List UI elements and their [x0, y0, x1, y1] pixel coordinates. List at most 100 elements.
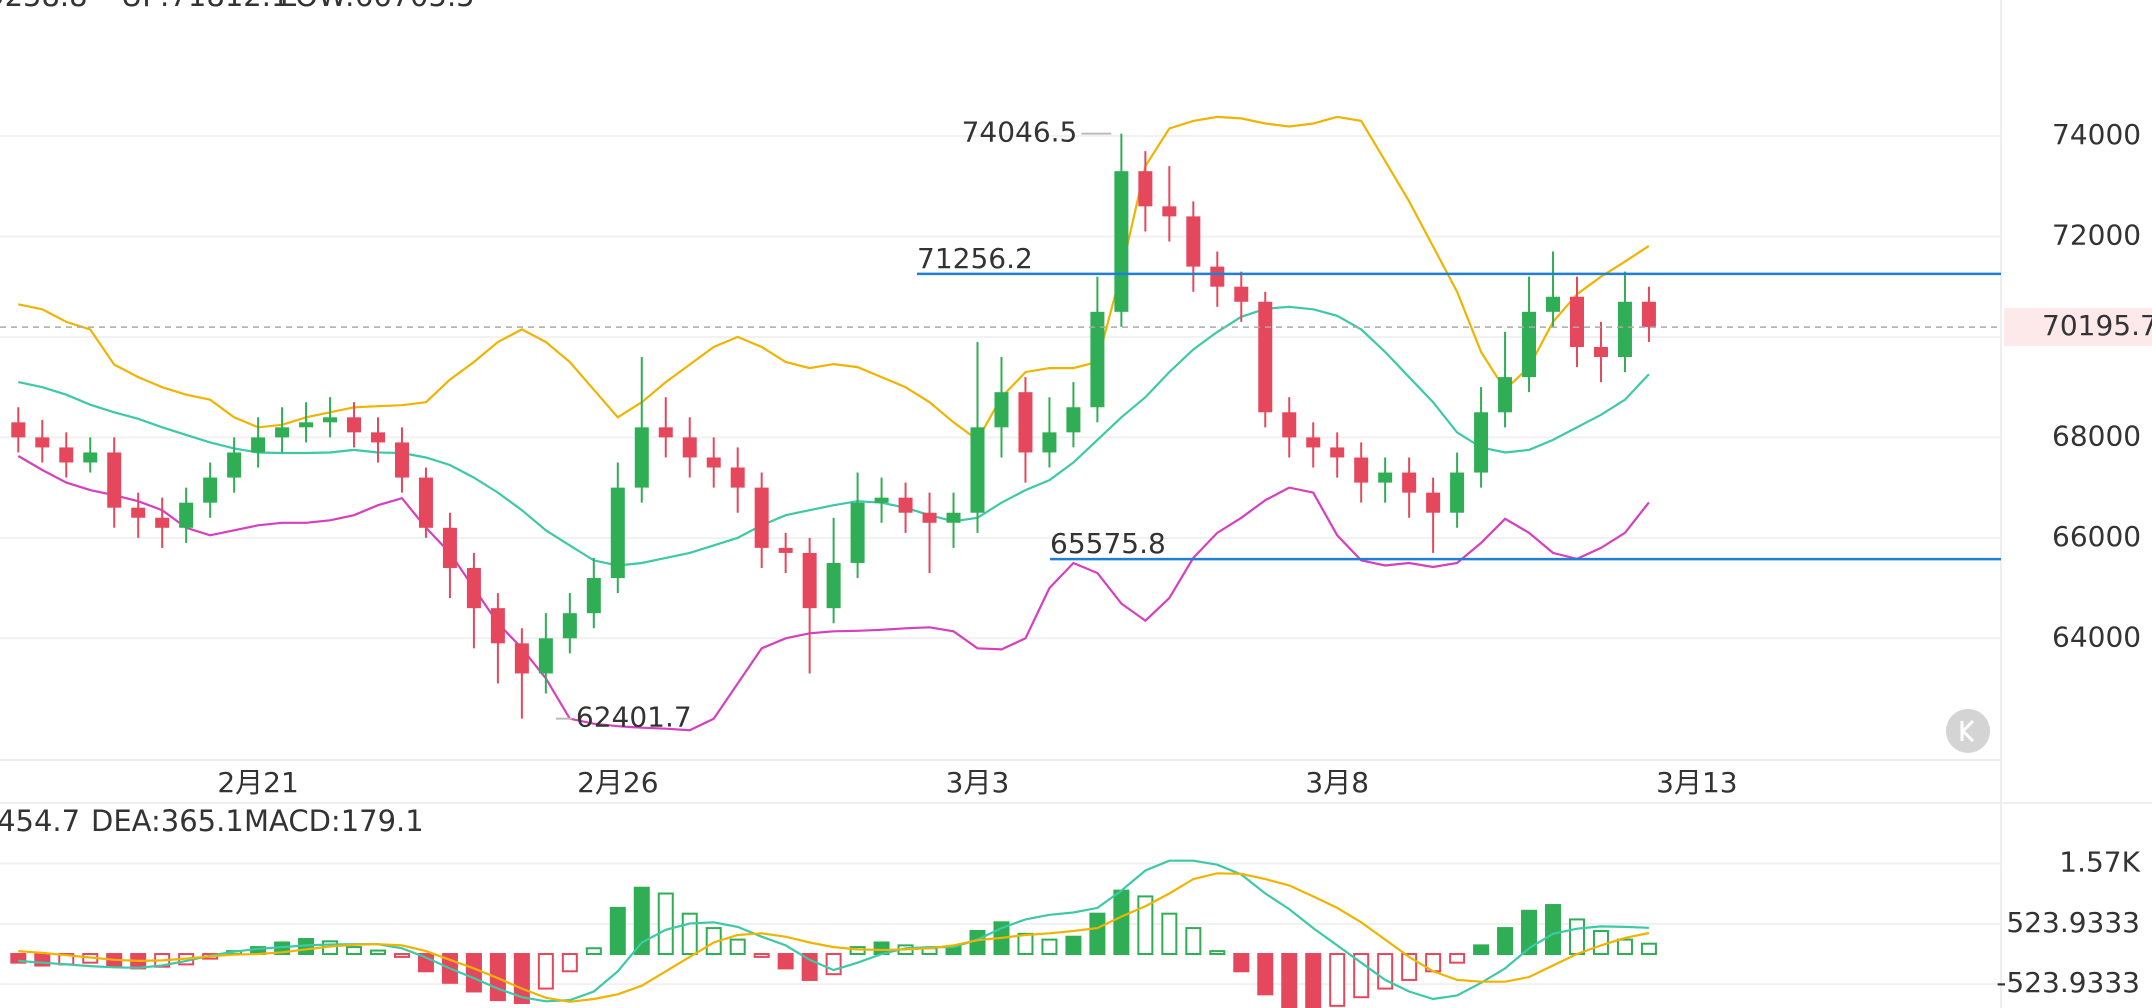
candle-body [371, 432, 385, 443]
candle [347, 402, 362, 448]
candle-body [562, 613, 577, 639]
candle-body [1450, 472, 1465, 513]
macd-bar [1017, 932, 1034, 956]
candle [1641, 286, 1656, 342]
candle [1162, 166, 1177, 242]
macd-bar [681, 912, 698, 956]
legend-item: MID:69258.8 [0, 0, 88, 13]
candle-body [442, 527, 457, 568]
y-tick-label: 64000 [2052, 620, 2141, 653]
candle [586, 557, 601, 629]
candle [898, 482, 913, 533]
candle-body [299, 422, 314, 428]
candle [538, 613, 553, 694]
y-tick-label: 72000 [2052, 218, 2141, 251]
candle [251, 417, 266, 468]
candle [1498, 331, 1513, 428]
x-tick-label: 2月26 [577, 766, 658, 799]
macd-line [18, 872, 1650, 1003]
max-label: 74046.5 [962, 116, 1078, 149]
macd-bar [1161, 912, 1178, 956]
macd-bar [1305, 953, 1322, 1008]
candle-body [754, 487, 769, 548]
collapse-button-bg[interactable] [1946, 709, 1990, 753]
candle-body [1042, 432, 1057, 453]
candle-body [1186, 216, 1201, 267]
candle-body [131, 507, 146, 518]
candle-body [227, 452, 242, 478]
macd-bar [753, 953, 770, 958]
candle-body [1426, 492, 1441, 513]
candle-body [898, 497, 913, 513]
macd-bar [34, 953, 51, 967]
candle-body [1378, 472, 1393, 483]
candle-body [1641, 301, 1656, 328]
band-line [18, 305, 1650, 567]
candle-body [418, 477, 433, 528]
candle [562, 593, 577, 654]
candle [1306, 422, 1321, 468]
candle-body [706, 457, 721, 468]
collapse-icon[interactable] [1960, 719, 1975, 743]
macd-bar [1281, 953, 1298, 1008]
candle-body [1234, 286, 1249, 302]
macd-bar [1377, 953, 1394, 990]
legend-item: DIF:454.7 [0, 804, 80, 838]
candle [59, 432, 74, 478]
candle [1426, 477, 1441, 553]
x-tick-label: 3月13 [1656, 766, 1737, 799]
macd-bar [1401, 953, 1418, 981]
candle [299, 402, 314, 443]
macd-bar [537, 953, 554, 990]
x-tick-label: 3月8 [1305, 766, 1369, 799]
macd-bar [1521, 909, 1538, 956]
candle [442, 512, 457, 599]
macd-bar [1545, 904, 1562, 956]
candle-body [203, 477, 218, 503]
x-tick-label: 2月21 [217, 766, 298, 799]
candle-body [107, 452, 122, 508]
macd-line [18, 859, 1649, 1003]
macd-bar [1640, 942, 1657, 956]
y-tick-label: 74000 [2052, 118, 2141, 151]
candle [203, 462, 218, 518]
band-line [17, 455, 1650, 732]
macd-bar [1257, 953, 1274, 996]
candle-body [922, 512, 937, 523]
candle [466, 552, 481, 649]
candle-body [251, 437, 266, 453]
current-price-label: 70195.7 [2042, 309, 2152, 342]
candle-body [155, 517, 170, 528]
candle-body [994, 392, 1009, 428]
candle [1354, 442, 1369, 503]
candle [730, 447, 745, 513]
candle [634, 357, 649, 503]
macd-bar [346, 946, 363, 956]
level-label: 71256.2 [917, 242, 1033, 275]
legend-item: DEA:365.1 [91, 804, 244, 838]
candle [1617, 271, 1632, 373]
candle-body [1018, 392, 1033, 453]
macd-bar [585, 947, 602, 956]
macd-bar [465, 953, 482, 993]
candle-body [394, 442, 409, 478]
collapse-button[interactable] [1946, 709, 1990, 753]
candle [874, 477, 889, 523]
candle-body [1090, 311, 1105, 408]
candle [1378, 457, 1393, 503]
candle [155, 497, 170, 548]
macd-bar [1113, 889, 1130, 956]
candle [83, 437, 98, 473]
legend-item: MACD:179.1 [244, 804, 424, 838]
candle [1066, 382, 1081, 448]
candle-body [1210, 266, 1225, 287]
candle-body [1330, 447, 1345, 458]
candle-body [850, 502, 865, 563]
candle-body [59, 447, 74, 463]
candle-body [83, 452, 98, 463]
y-tick-label: 523.9333 [2006, 906, 2140, 939]
